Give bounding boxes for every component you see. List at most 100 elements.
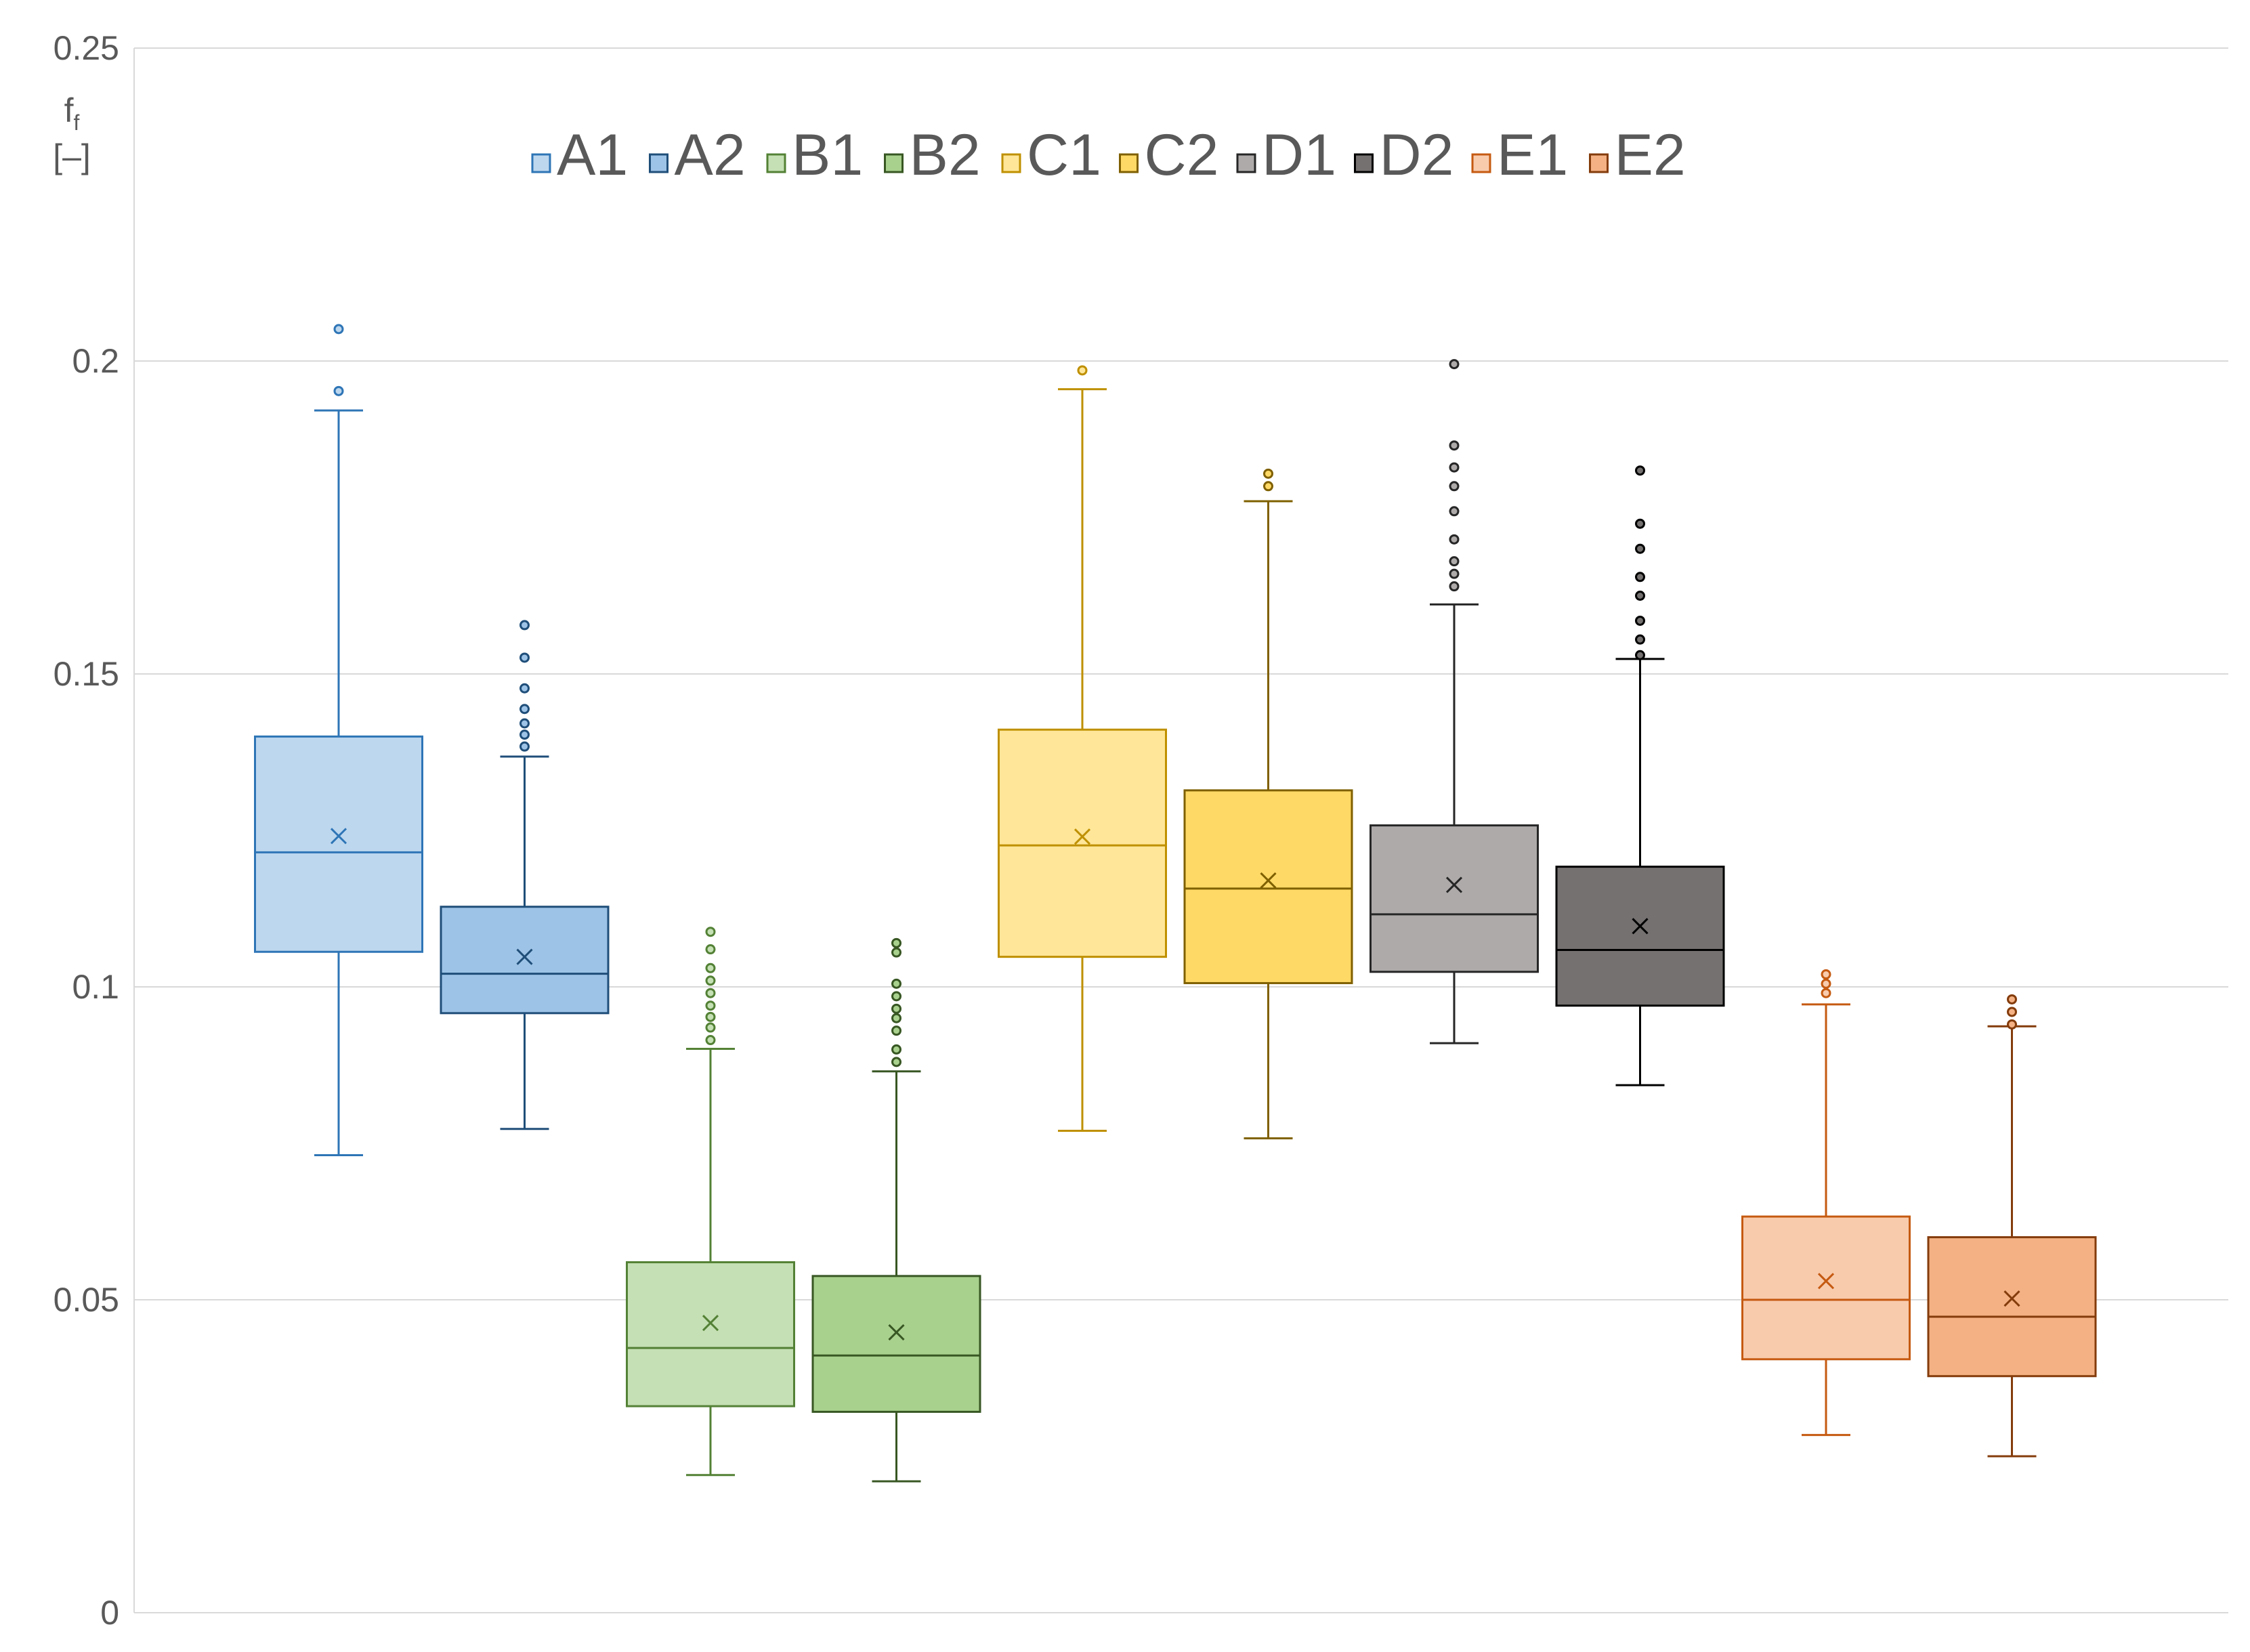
outlier-point [891, 1003, 901, 1014]
mean-marker-b [1445, 876, 1463, 893]
legend-swatch [1001, 153, 1021, 173]
outlier-point [519, 683, 530, 694]
legend-label: C1 [1027, 123, 1101, 188]
outlier-point [1449, 506, 1460, 517]
y-tick-label-4: 0.2 [72, 342, 119, 380]
y-axis-label-symbol: ff [64, 91, 80, 135]
legend-label: A2 [675, 123, 746, 188]
outlier-point [519, 652, 530, 663]
iqr-box [1555, 866, 1725, 1007]
outlier-point [2007, 1019, 2017, 1030]
mean-marker-b [330, 828, 347, 845]
y-axis-label-f: f [64, 91, 74, 129]
legend-swatch [884, 153, 904, 173]
outlier-point [333, 385, 344, 396]
outlier-point [1635, 518, 1645, 529]
legend-label: D2 [1380, 123, 1454, 188]
outlier-point [705, 927, 716, 937]
y-axis-label: ff [–] [53, 91, 91, 175]
outlier-point [1263, 481, 1273, 492]
legend-swatch [649, 153, 668, 173]
outlier-point [519, 704, 530, 715]
outlier-point [1449, 556, 1460, 567]
outlier-point [705, 1011, 716, 1022]
outlier-point [891, 1057, 901, 1067]
legend-swatch [1589, 153, 1609, 173]
outlier-point [1077, 365, 1088, 376]
outlier-point [1449, 359, 1460, 370]
outlier-point [1635, 543, 1645, 554]
mean-marker-b [2003, 1290, 2020, 1307]
mean-marker-b [702, 1315, 719, 1332]
legend-entry-B2: B2 [884, 123, 981, 188]
legend-swatch [1354, 153, 1374, 173]
legend-entry-C1: C1 [1001, 123, 1101, 188]
y-tick-label-5: 0.25 [54, 29, 119, 67]
box-A2 [440, 620, 610, 1130]
outlier-point [519, 729, 530, 740]
box-D1 [1370, 359, 1539, 1044]
outlier-point [1821, 988, 1831, 998]
outlier-point [705, 944, 716, 955]
legend-label: D1 [1262, 123, 1336, 188]
mean-marker-b [1632, 918, 1649, 935]
box-C2 [1183, 468, 1353, 1140]
box-E2 [1927, 994, 2097, 1458]
gridlines [133, 47, 2228, 1613]
iqr-box [254, 735, 423, 953]
iqr-box [1927, 1236, 2097, 1378]
legend-swatch [531, 153, 551, 173]
legend: A1 A2 B1 B2 C1 C2 D1 D2 E1 E2 [531, 123, 1686, 188]
box-B1 [626, 927, 795, 1477]
mean-marker-b [888, 1323, 905, 1341]
legend-swatch [1471, 153, 1491, 173]
iqr-box [626, 1261, 795, 1407]
outlier-point [705, 975, 716, 986]
outlier-point [1635, 465, 1645, 476]
outlier-point [1449, 534, 1460, 545]
box-C1 [998, 365, 1167, 1132]
legend-entry-E2: E2 [1589, 123, 1686, 188]
outlier-point [2007, 1007, 2017, 1017]
iqr-box [440, 906, 610, 1015]
mean-marker-b [516, 948, 533, 965]
legend-label: E2 [1615, 123, 1686, 188]
legend-swatch [1236, 153, 1256, 173]
outlier-point [1449, 462, 1460, 473]
outlier-point [1635, 591, 1645, 601]
outlier-point [705, 988, 716, 998]
outlier-point [891, 1013, 901, 1023]
outlier-point [519, 718, 530, 729]
box-E1 [1741, 969, 1911, 1437]
outlier-point [891, 991, 901, 1002]
y-axis-ticks: 0 0.05 0.1 0.15 0.2 0.25 [54, 29, 119, 1632]
box-D2 [1555, 465, 1725, 1086]
legend-entry-A1: A1 [531, 123, 628, 188]
mean-marker-b [1074, 828, 1091, 845]
outlier-point [891, 1025, 901, 1036]
y-tick-label-2: 0.1 [72, 968, 119, 1006]
iqr-box [1370, 824, 1539, 973]
outlier-point [1449, 568, 1460, 579]
y-axis-label-unit: [–] [53, 137, 91, 175]
outlier-point [705, 1022, 716, 1033]
legend-entry-A2: A2 [649, 123, 746, 188]
outlier-point [891, 1044, 901, 1055]
box-B2 [811, 937, 981, 1483]
iqr-box [1183, 789, 1353, 984]
outlier-point [1263, 468, 1273, 479]
y-tick-label-3: 0.15 [54, 655, 119, 693]
outlier-point [519, 741, 530, 752]
legend-swatch [766, 153, 786, 173]
outlier-point [705, 1000, 716, 1011]
outlier-point [1821, 969, 1831, 980]
legend-label: B1 [792, 123, 863, 188]
y-tick-label-1: 0.05 [54, 1281, 119, 1319]
outlier-point [1635, 615, 1645, 626]
outlier-point [891, 937, 901, 948]
outlier-point [2007, 994, 2017, 1004]
outlier-point [705, 962, 716, 973]
y-tick-label-0: 0 [100, 1594, 119, 1632]
legend-label: B2 [910, 123, 981, 188]
outlier-point [891, 947, 901, 958]
